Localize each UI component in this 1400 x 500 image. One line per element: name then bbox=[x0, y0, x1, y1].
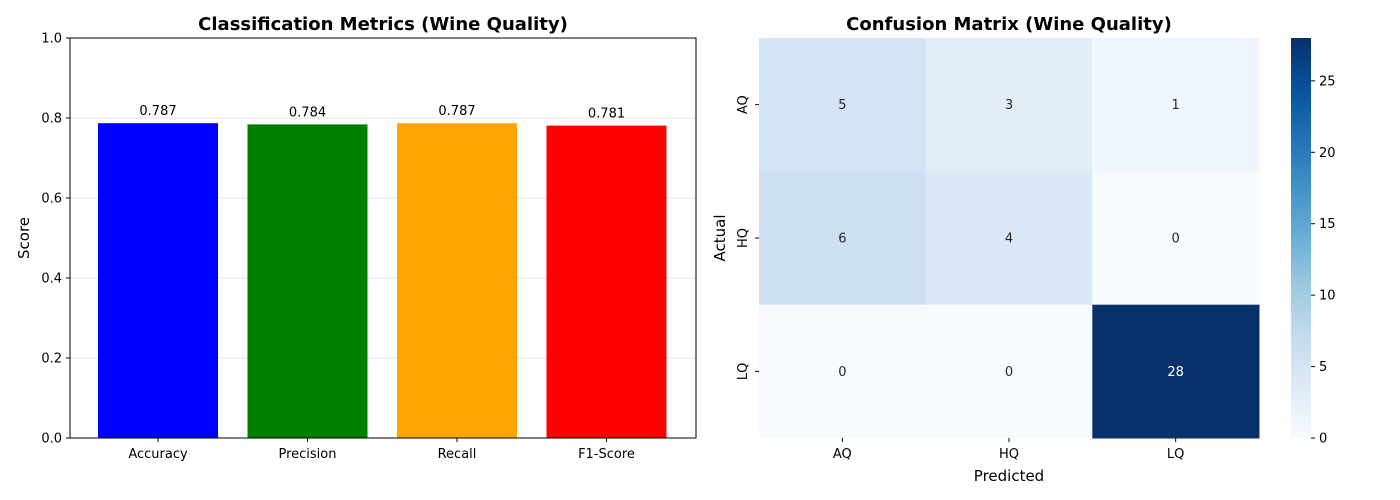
heatmap-cell-value: 4 bbox=[1005, 232, 1013, 247]
bar-y-tick-label: 1.0 bbox=[41, 32, 62, 47]
heatmap-cell-values: 5 3 1 6 4 0 0 0 28 bbox=[838, 98, 1184, 380]
heatmap-cell bbox=[925, 171, 1093, 306]
heatmap-title: Confusion Matrix (Wine Quality) bbox=[846, 14, 1172, 35]
heatmap-cell bbox=[1092, 38, 1260, 172]
colorbar-tick-label: 20 bbox=[1319, 146, 1336, 161]
bar-y-tick-label: 0.8 bbox=[41, 112, 62, 127]
heatmap-cell-value: 0 bbox=[838, 365, 846, 380]
heatmap-y-ticks: AQ HQ LQ bbox=[736, 95, 759, 380]
bar-y-axis-label: Score bbox=[15, 217, 33, 259]
heatmap-y-axis-label: Actual bbox=[711, 215, 729, 262]
bar-chart: Classification Metrics (Wine Quality) 0.… bbox=[15, 14, 697, 462]
bar-x-tick-label: Recall bbox=[438, 447, 477, 462]
heatmap-x-axis-label: Predicted bbox=[974, 467, 1044, 485]
bar-f1-score bbox=[546, 125, 667, 438]
heatmap-y-tick-label: HQ bbox=[736, 228, 751, 248]
heatmap-x-tick-label: AQ bbox=[833, 447, 852, 462]
heatmap-y-tick-label: LQ bbox=[736, 363, 751, 380]
heatmap-y-tick-label: AQ bbox=[736, 95, 751, 114]
colorbar-tick-label: 15 bbox=[1319, 217, 1336, 232]
bar-x-tick-label: Precision bbox=[278, 447, 336, 462]
heatmap-cell bbox=[759, 171, 927, 306]
colorbar-tick-label: 25 bbox=[1319, 74, 1336, 89]
heatmap-cell-value: 5 bbox=[838, 98, 846, 113]
bar-chart-title: Classification Metrics (Wine Quality) bbox=[198, 14, 568, 35]
heatmap-cell bbox=[925, 38, 1093, 172]
colorbar-tick-label: 10 bbox=[1319, 289, 1336, 304]
colorbar-tick-label: 0 bbox=[1319, 432, 1327, 447]
bar-x-tick-label: F1-Score bbox=[578, 447, 635, 462]
bar-value-label: 0.784 bbox=[289, 105, 326, 120]
heatmap-cell-value: 0 bbox=[1172, 232, 1180, 247]
bar-plot-frame bbox=[69, 37, 697, 439]
heatmap-cell bbox=[925, 304, 1093, 439]
bar-x-ticks: Accuracy Precision Recall F1-Score bbox=[128, 438, 635, 462]
bar-x-tick-label: Accuracy bbox=[128, 447, 188, 462]
heatmap-chart: Confusion Matrix (Wine Quality) 5 3 16 4 00 0… bbox=[711, 14, 1336, 485]
heatmap-cell bbox=[1092, 171, 1260, 306]
bar-accuracy bbox=[98, 123, 218, 438]
heatmap-cell-value: 6 bbox=[838, 232, 846, 247]
heatmap-cell bbox=[1092, 304, 1260, 439]
bar-y-ticks: 0.0 0.2 0.4 0.6 0.8 1.0 bbox=[41, 32, 70, 447]
bar-y-tick-label: 0.0 bbox=[41, 432, 62, 447]
bar-y-tick-label: 0.2 bbox=[41, 352, 62, 367]
heatmap-cells bbox=[759, 38, 1260, 439]
bar-value-label: 0.781 bbox=[588, 107, 625, 122]
heatmap-cell-value: 1 bbox=[1172, 98, 1180, 113]
bars bbox=[98, 123, 667, 439]
bar-y-tick-label: 0.6 bbox=[41, 192, 62, 207]
heatmap-cell-value: 0 bbox=[1005, 365, 1013, 380]
bar-recall bbox=[397, 123, 517, 438]
heatmap-x-tick-label: HQ bbox=[999, 447, 1019, 462]
bar-value-label: 0.787 bbox=[438, 104, 475, 119]
colorbar-tick-label: 5 bbox=[1319, 360, 1327, 375]
bar-value-labels: 0.787 0.784 0.787 0.781 bbox=[139, 104, 625, 121]
heatmap-x-tick-label: LQ bbox=[1167, 447, 1184, 462]
bar-value-label: 0.787 bbox=[139, 104, 176, 119]
heatmap-cell bbox=[759, 38, 927, 172]
colorbar-ticks: 0 5 10 15 20 25 bbox=[1311, 74, 1336, 447]
bar-precision bbox=[247, 124, 368, 439]
bar-y-tick-label: 0.4 bbox=[41, 272, 62, 287]
heatmap-cell-value: 28 bbox=[1167, 365, 1184, 380]
heatmap-cell bbox=[759, 304, 927, 439]
heatmap-x-ticks: AQ HQ LQ bbox=[833, 438, 1184, 462]
colorbar bbox=[1291, 38, 1311, 438]
heatmap-cell-value: 3 bbox=[1005, 98, 1013, 113]
